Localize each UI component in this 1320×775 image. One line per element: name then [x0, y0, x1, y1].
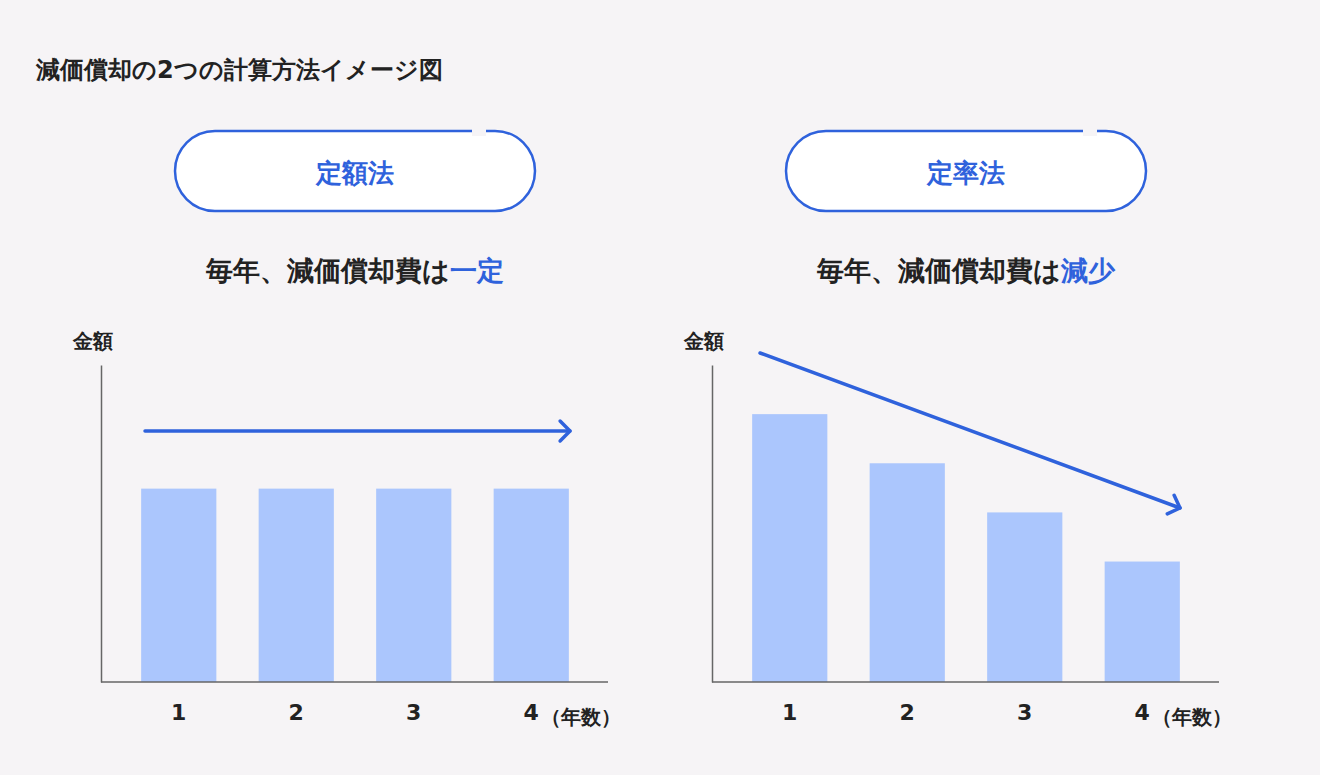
chart-title: 定率法: [926, 158, 1005, 188]
x-tick: 2: [289, 682, 304, 725]
x-axis-label: （年数）: [541, 705, 621, 729]
bar: [987, 512, 1062, 682]
chart-panel: 定率法毎年、減価償却費は減少金額 1 2 3 4（年数）: [683, 126, 1232, 729]
y-axis-label: 金額: [72, 329, 113, 353]
x-tick-label: 3: [1017, 700, 1032, 725]
arrow-head: [1167, 495, 1180, 514]
x-axis: 1 2 3 4: [101, 682, 608, 725]
x-axis-label: （年数）: [1152, 705, 1232, 729]
bar: [259, 489, 334, 682]
bar: [376, 489, 451, 682]
x-tick-label: 4: [524, 700, 539, 725]
subtitle-highlight: 減少: [1060, 255, 1116, 286]
bars: [752, 414, 1180, 682]
x-tick-label: 4: [1135, 700, 1150, 725]
x-tick: 3: [406, 682, 421, 725]
y-axis-line: [101, 366, 103, 683]
x-tick-label: 1: [782, 700, 797, 725]
bar: [752, 414, 827, 682]
trend-arrow: [145, 421, 570, 441]
trend-arrow: [760, 353, 1180, 514]
chart-title: 定額法: [315, 158, 394, 188]
bar: [494, 489, 569, 682]
arrow-head: [560, 421, 570, 441]
bars: [141, 489, 569, 682]
arrow-shaft: [760, 353, 1180, 508]
subtitle-text: 毎年、減価償却費は: [205, 255, 450, 286]
arrow-shaft: [145, 429, 570, 433]
pill-gap: [472, 126, 486, 136]
x-tick-label: 3: [406, 700, 421, 725]
x-axis-line: [101, 681, 608, 683]
x-axis-line: [712, 681, 1219, 683]
bar: [870, 463, 945, 682]
pill-frame: [786, 131, 1146, 211]
x-tick: 2: [900, 682, 915, 725]
canvas: 減価償却の2つの計算方法イメージ図定額法毎年、減価償却費は一定金額1234（年数…: [0, 0, 1320, 775]
x-tick: 1: [782, 682, 797, 725]
bar: [1105, 562, 1180, 682]
pill-gap: [1083, 126, 1097, 136]
subtitle: 毎年、減価償却費は減少: [816, 255, 1116, 286]
method-pill: 定率法: [786, 126, 1146, 211]
x-tick-label: 2: [900, 700, 915, 725]
bar: [141, 489, 216, 682]
chart-panel: 定額法毎年、減価償却費は一定金額 1 2 3 4（年数）: [72, 126, 621, 729]
x-tick-label: 2: [289, 700, 304, 725]
x-tick-label: 1: [171, 700, 186, 725]
x-tick: 1: [171, 682, 186, 725]
subtitle-highlight: 一定: [450, 255, 504, 286]
subtitle: 毎年、減価償却費は一定: [205, 255, 504, 286]
x-tick: 3: [1017, 682, 1032, 725]
y-axis-line: [712, 366, 714, 683]
method-pill: 定額法: [175, 126, 535, 211]
y-axis: [101, 366, 102, 683]
pill-frame: [175, 131, 535, 211]
y-axis-label: 金額: [683, 329, 724, 353]
background: [0, 0, 1320, 775]
page-title: 減価償却の2つの計算方法イメージ図: [35, 56, 443, 84]
x-tick: 4: [1135, 682, 1150, 725]
x-axis: 1 2 3 4: [712, 682, 1219, 725]
x-tick: 4: [524, 682, 539, 725]
y-axis: [712, 366, 713, 683]
subtitle-text: 毎年、減価償却費は: [816, 255, 1061, 286]
